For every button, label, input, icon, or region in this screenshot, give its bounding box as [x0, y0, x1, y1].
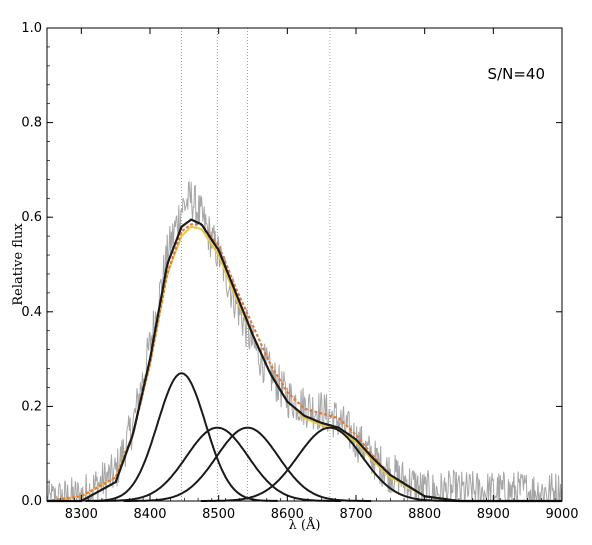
snr-annotation: S/N=40	[488, 65, 545, 83]
x-tick-label: 8700	[339, 507, 372, 522]
gaussian-component-1	[85, 372, 278, 502]
gaussian-component-3	[123, 426, 372, 502]
x-tick-label: 8800	[408, 507, 441, 522]
plot-frame	[46, 27, 563, 502]
noisy-spectrum-layer	[46, 180, 563, 503]
gaussian-component-4	[200, 426, 459, 502]
y-axis-label: Relative flux	[11, 223, 26, 306]
x-tick-label: 8300	[65, 507, 98, 522]
y-tick-label: 0.2	[21, 399, 42, 414]
y-tick-label: 0.6	[21, 210, 42, 225]
x-tick-label: 8600	[271, 507, 304, 522]
y-tick-label: 1.0	[21, 21, 42, 36]
reference-lines	[181, 28, 331, 501]
gaussian-component-2	[93, 426, 341, 502]
noisy-spectrum-line	[46, 180, 563, 503]
y-tick-label: 0.0	[21, 494, 42, 509]
x-axis-label: λ (Å)	[289, 517, 321, 533]
y-axis-ticks: 0.0 0.2 0.4 0.6 0.8 1.0	[21, 21, 562, 509]
x-tick-label: 8400	[133, 507, 166, 522]
x-tick-label: 9000	[545, 507, 578, 522]
x-tick-label: 8900	[477, 507, 510, 522]
y-tick-label: 0.8	[21, 116, 42, 131]
x-tick-label: 8500	[202, 507, 235, 522]
y-tick-label: 0.4	[21, 305, 42, 320]
gaussian-components-layer	[85, 372, 459, 502]
x-axis-ticks: 8300 8400 8500 8600 8700 8800 8900 9000	[46, 28, 579, 522]
